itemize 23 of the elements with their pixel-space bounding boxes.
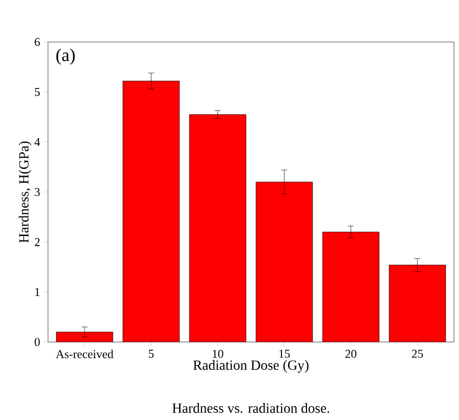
y-tick-label: 0 bbox=[34, 338, 40, 346]
bar bbox=[189, 114, 246, 342]
y-tick-label: 4 bbox=[34, 138, 40, 146]
y-tick-label: 1 bbox=[35, 288, 40, 296]
x-axis-title: Radiation Dose (Gy) bbox=[193, 360, 308, 373]
bar bbox=[56, 332, 113, 342]
x-tick-label: 5 bbox=[148, 350, 154, 358]
x-tick-label: 25 bbox=[412, 350, 423, 358]
x-tick-label: 20 bbox=[345, 350, 356, 358]
bar bbox=[322, 232, 380, 342]
annotation: (a) bbox=[56, 48, 75, 65]
x-tick-label: 15 bbox=[279, 350, 290, 358]
x-tick-label: As-received bbox=[56, 350, 114, 358]
bar bbox=[256, 182, 313, 342]
bar bbox=[388, 264, 446, 342]
y-tick-label: 3 bbox=[34, 188, 40, 196]
bar bbox=[122, 81, 180, 342]
y-tick-label: 2 bbox=[34, 238, 40, 246]
x-tick-label: 10 bbox=[212, 350, 224, 358]
y-tick-label: 5 bbox=[34, 88, 40, 96]
y-tick-label: 6 bbox=[34, 38, 40, 46]
y-axis-title: Hardness, H(GPa) bbox=[18, 142, 32, 243]
text: Hardness vs. radiation dose. bbox=[172, 403, 330, 413]
